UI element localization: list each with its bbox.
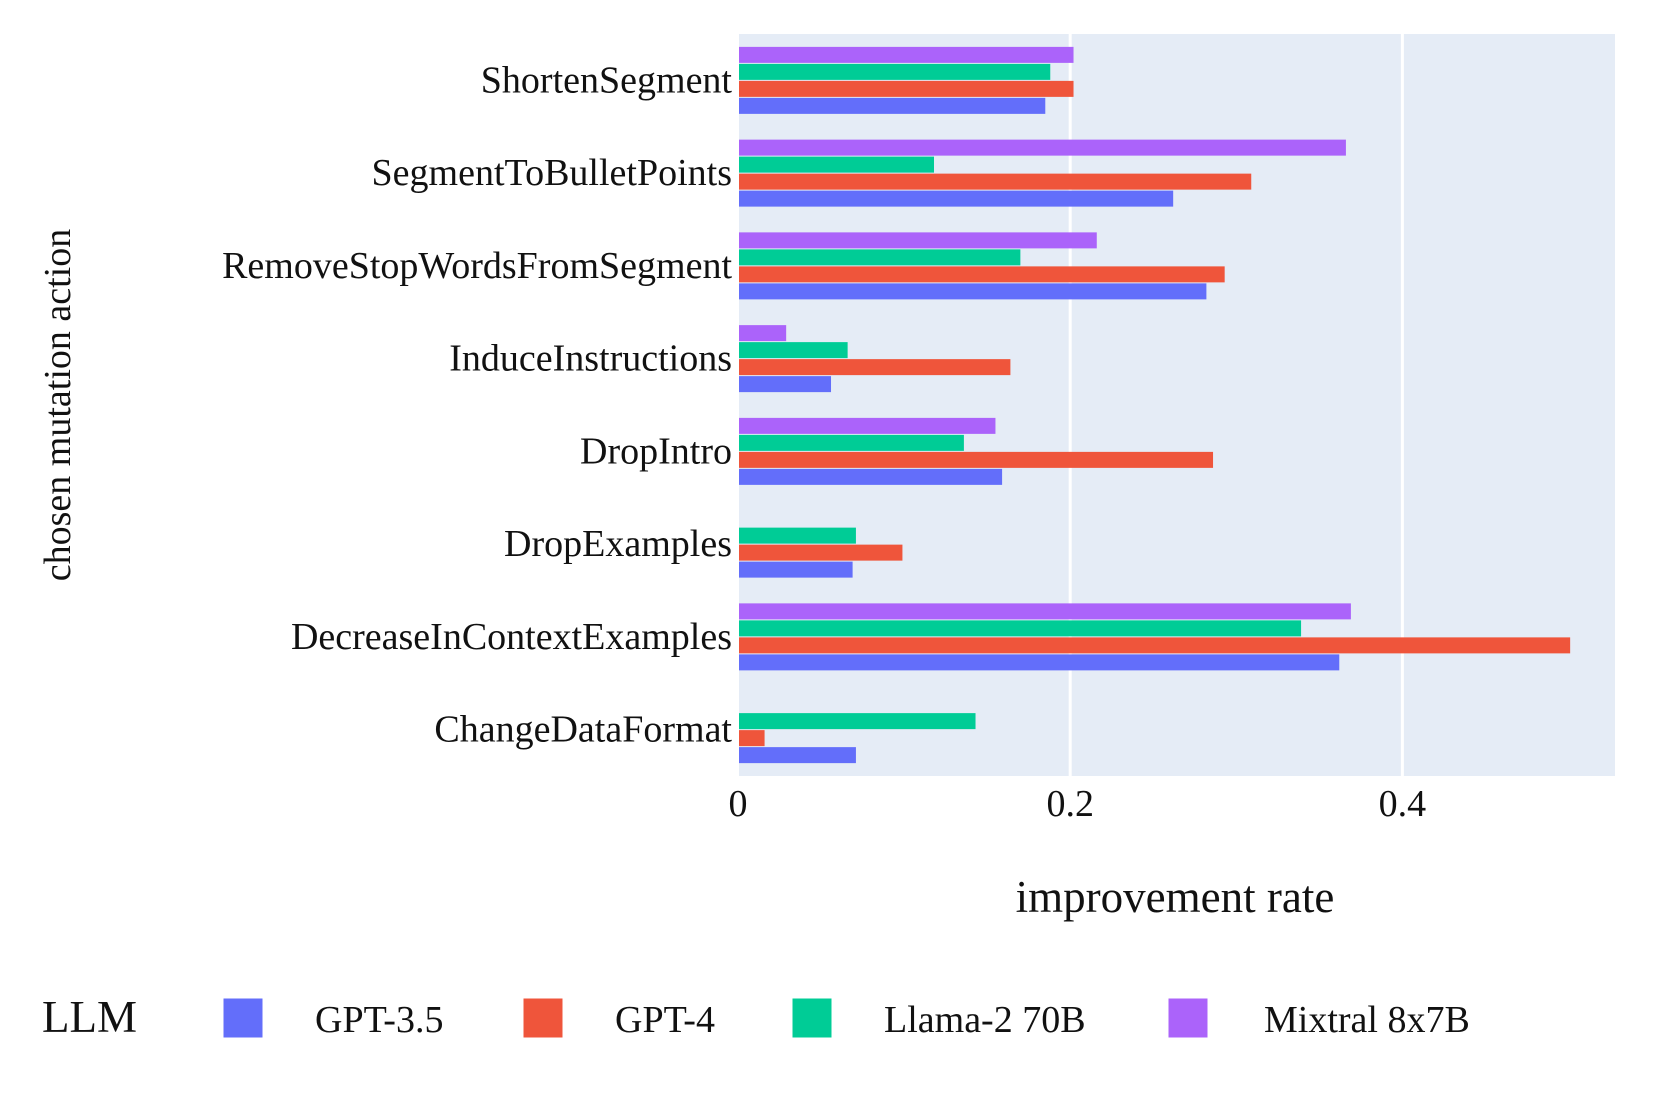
legend-label: GPT-3.5 — [315, 999, 443, 1041]
bar-DecreaseInContextExamples-Mixtral-8x7B — [738, 603, 1351, 620]
bar-RemoveStopWordsFromSegment-Llama-2-70B — [738, 249, 1021, 266]
bar-ShortenSegment-Mixtral-8x7B — [738, 46, 1074, 63]
y-tick-label: DropExamples — [504, 523, 732, 565]
y-tick-label: InduceInstructions — [449, 338, 732, 380]
bar-ShortenSegment-GPT-4 — [738, 80, 1074, 97]
bar-InduceInstructions-Llama-2-70B — [738, 342, 848, 359]
bar-SegmentToBulletPoints-GPT-3.5 — [738, 190, 1174, 207]
bar-InduceInstructions-GPT-4 — [738, 359, 1011, 376]
bar-DropIntro-GPT-3.5 — [738, 468, 1003, 485]
bar-RemoveStopWordsFromSegment-GPT-4 — [738, 266, 1225, 283]
y-tick-label: ChangeDataFormat — [434, 709, 732, 751]
y-tick-label: DecreaseInContextExamples — [291, 616, 732, 658]
legend-label: GPT-4 — [615, 999, 715, 1041]
y-axis-title: chosen mutation action — [37, 229, 79, 581]
y-tick-label: RemoveStopWordsFromSegment — [222, 245, 732, 287]
legend-swatch-GPT-4 — [522, 997, 564, 1039]
bar-RemoveStopWordsFromSegment-Mixtral-8x7B — [738, 232, 1097, 249]
x-tick-label: 0.2 — [1046, 783, 1094, 825]
bar-DecreaseInContextExamples-Llama-2-70B — [738, 620, 1302, 637]
bar-SegmentToBulletPoints-Llama-2-70B — [738, 156, 934, 173]
x-axis-title: improvement rate — [1016, 872, 1335, 922]
bar-SegmentToBulletPoints-Mixtral-8x7B — [738, 139, 1346, 156]
bar-DropIntro-Llama-2-70B — [738, 434, 964, 451]
y-tick-label: ShortenSegment — [481, 59, 733, 101]
x-tick-label: 0 — [729, 783, 748, 825]
bars — [737, 34, 1571, 776]
bar-DropIntro-GPT-4 — [738, 451, 1214, 468]
bar-ChangeDataFormat-GPT-4 — [738, 730, 765, 747]
bar-DropIntro-Mixtral-8x7B — [738, 417, 996, 434]
bar-DropExamples-GPT-4 — [738, 544, 903, 561]
y-tick-label: SegmentToBulletPoints — [372, 152, 732, 194]
legend-title: LLM — [42, 992, 137, 1042]
bar-ShortenSegment-Llama-2-70B — [738, 63, 1051, 80]
bar-SegmentToBulletPoints-GPT-4 — [738, 173, 1252, 190]
legend: LLM GPT-3.5 GPT-4 Llama-2 70B Mixtral 8x7B — [42, 992, 1470, 1042]
x-tick-label: 0.4 — [1379, 783, 1427, 825]
bar-RemoveStopWordsFromSegment-GPT-3.5 — [738, 283, 1207, 300]
bar-InduceInstructions-GPT-3.5 — [738, 376, 832, 393]
y-tick-labels: ShortenSegment SegmentToBulletPoints Remov… — [222, 59, 732, 750]
legend-label: Mixtral 8x7B — [1264, 999, 1470, 1041]
bar-ChangeDataFormat-GPT-3.5 — [738, 747, 856, 764]
bar-DecreaseInContextExamples-GPT-3.5 — [738, 654, 1340, 671]
bar-DropExamples-GPT-3.5 — [738, 561, 853, 578]
bar-DropExamples-Llama-2-70B — [738, 527, 856, 544]
legend-swatch-Llama-2-70B — [791, 997, 833, 1039]
bar-DecreaseInContextExamples-GPT-4 — [738, 637, 1571, 654]
bar-ShortenSegment-GPT-3.5 — [738, 97, 1046, 114]
legend-swatch-Mixtral-8x7B — [1167, 997, 1209, 1039]
y-tick-label: DropIntro — [580, 430, 732, 472]
x-tick-labels: 0 0.2 0.4 — [729, 783, 1427, 825]
legend-swatch-GPT-3.5 — [222, 997, 264, 1039]
bar-InduceInstructions-Mixtral-8x7B — [738, 325, 787, 342]
bar-ChangeDataFormat-Llama-2-70B — [738, 713, 976, 730]
legend-label: Llama-2 70B — [884, 999, 1086, 1041]
